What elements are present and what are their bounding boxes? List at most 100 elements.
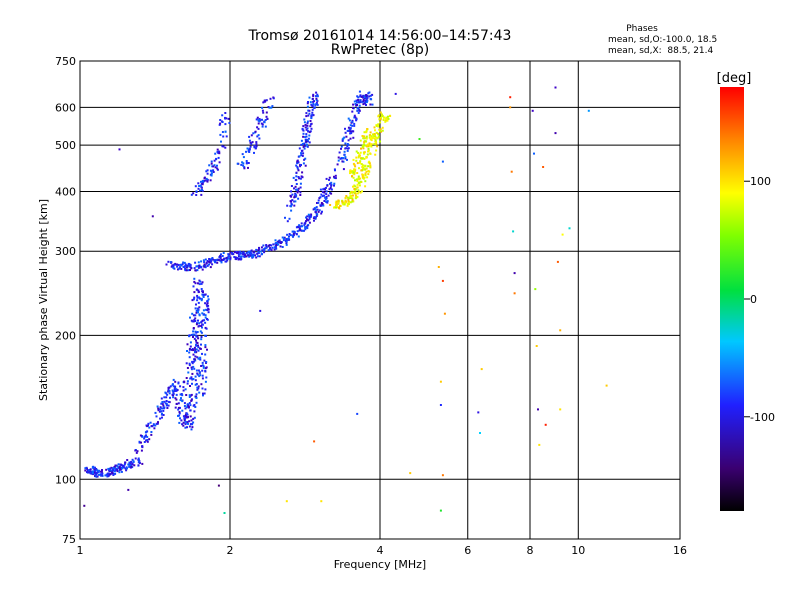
echo-point bbox=[165, 263, 168, 266]
echo-point bbox=[305, 220, 307, 223]
echo-point bbox=[354, 194, 357, 197]
echo-point bbox=[224, 117, 227, 120]
echo-point bbox=[204, 388, 207, 391]
echo-point bbox=[379, 140, 381, 143]
echo-point bbox=[188, 425, 191, 428]
echo-point bbox=[362, 147, 365, 150]
echo-point bbox=[308, 217, 311, 220]
echo-point bbox=[206, 300, 209, 303]
echo-point bbox=[355, 178, 358, 181]
echo-point bbox=[195, 348, 198, 351]
echo-point bbox=[195, 344, 198, 347]
echo-point bbox=[363, 135, 366, 138]
echo-point bbox=[371, 136, 374, 139]
echo-point bbox=[304, 138, 307, 141]
echo-point bbox=[201, 183, 204, 186]
echo-point bbox=[354, 188, 357, 191]
echo-point bbox=[182, 415, 185, 418]
echo-point bbox=[108, 468, 111, 471]
echo-point bbox=[162, 404, 165, 407]
echo-point bbox=[352, 171, 355, 174]
echo-point bbox=[359, 101, 362, 103]
echo-point bbox=[201, 364, 204, 367]
echo-point bbox=[200, 298, 203, 301]
y-tick-label: 500 bbox=[55, 139, 76, 152]
echo-point bbox=[324, 198, 327, 201]
echo-point bbox=[510, 170, 513, 173]
echo-point bbox=[196, 265, 199, 268]
echo-point bbox=[199, 184, 202, 187]
echo-point bbox=[233, 251, 236, 254]
echo-point bbox=[337, 201, 340, 204]
echo-point bbox=[111, 472, 114, 475]
echo-point bbox=[297, 161, 300, 164]
echo-point bbox=[189, 404, 192, 407]
echo-point bbox=[299, 177, 302, 180]
echo-point bbox=[232, 253, 235, 256]
echo-point bbox=[201, 189, 203, 191]
echo-point bbox=[163, 396, 166, 399]
echo-point bbox=[198, 391, 201, 394]
echo-point bbox=[286, 204, 289, 207]
echo-point bbox=[134, 449, 137, 452]
echo-point bbox=[325, 196, 328, 198]
echo-point bbox=[201, 326, 203, 329]
echo-point bbox=[185, 269, 188, 272]
echo-point bbox=[199, 280, 202, 283]
echo-point bbox=[376, 136, 379, 139]
echo-point bbox=[365, 156, 368, 159]
echo-point bbox=[218, 161, 221, 164]
echo-point bbox=[307, 130, 310, 133]
echo-point bbox=[247, 162, 250, 164]
echo-point bbox=[321, 210, 323, 213]
echo-point bbox=[143, 437, 146, 440]
echo-point bbox=[356, 192, 359, 195]
echo-point bbox=[172, 266, 175, 269]
echo-point bbox=[361, 166, 364, 168]
echo-point bbox=[206, 172, 209, 175]
echo-point bbox=[310, 127, 313, 130]
echo-point bbox=[186, 382, 189, 385]
echo-point bbox=[439, 404, 442, 406]
echo-point bbox=[193, 291, 196, 294]
echo-point bbox=[292, 176, 295, 179]
echo-point bbox=[159, 406, 162, 409]
echo-point bbox=[185, 412, 188, 415]
echo-point bbox=[359, 191, 362, 194]
echo-point bbox=[216, 261, 219, 264]
echo-point bbox=[325, 177, 328, 180]
echo-point bbox=[366, 145, 368, 148]
echo-point bbox=[359, 180, 362, 183]
echo-point bbox=[227, 255, 230, 258]
echo-point bbox=[377, 123, 380, 126]
echo-point bbox=[308, 134, 311, 137]
echo-point bbox=[263, 249, 266, 252]
echo-point bbox=[200, 282, 203, 285]
echo-point bbox=[202, 259, 205, 262]
echo-point bbox=[191, 378, 194, 381]
echo-point bbox=[261, 253, 263, 255]
echo-point bbox=[368, 160, 371, 163]
echo-point bbox=[91, 466, 94, 469]
echo-point bbox=[202, 366, 205, 369]
echo-point bbox=[210, 258, 213, 261]
echo-point bbox=[344, 197, 347, 199]
echo-point bbox=[255, 143, 258, 146]
echo-point bbox=[283, 236, 286, 239]
echo-point bbox=[242, 156, 245, 159]
echo-point bbox=[306, 145, 309, 148]
echo-point bbox=[186, 264, 189, 267]
echo-point bbox=[194, 282, 197, 285]
echo-point bbox=[333, 206, 336, 209]
echo-point bbox=[159, 417, 162, 420]
echo-point bbox=[114, 469, 117, 471]
echo-point bbox=[175, 393, 178, 396]
echo-point bbox=[165, 400, 168, 402]
echo-point bbox=[204, 380, 207, 383]
echo-point bbox=[363, 143, 366, 146]
x-tick-label: 6 bbox=[464, 544, 471, 557]
echo-point bbox=[193, 410, 196, 413]
echo-point bbox=[261, 109, 264, 112]
echo-point bbox=[297, 176, 300, 178]
echo-point bbox=[200, 343, 202, 346]
